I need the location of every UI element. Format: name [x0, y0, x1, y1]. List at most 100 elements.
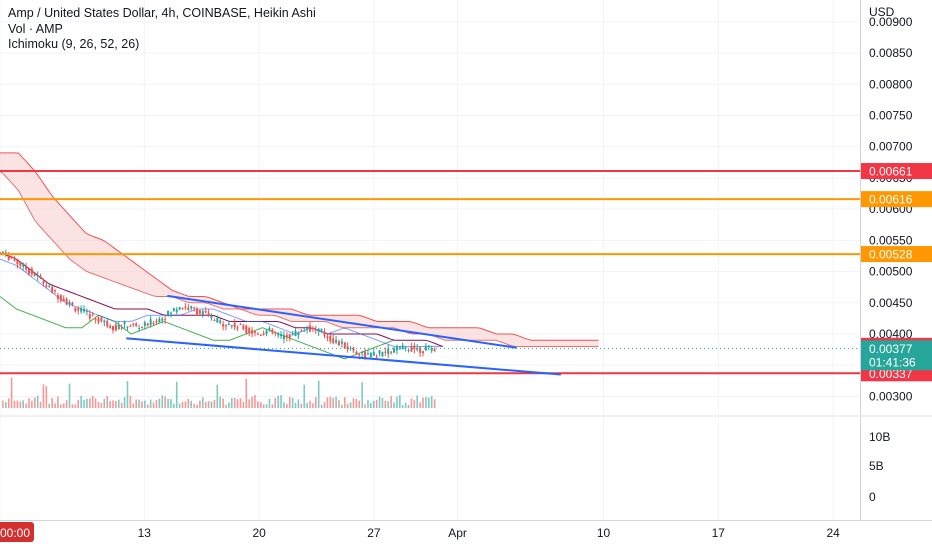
- candle-down: [7, 254, 10, 260]
- candle-down: [187, 307, 190, 311]
- candle-down: [288, 334, 291, 338]
- candle-down: [132, 323, 135, 325]
- volume-bar: [202, 397, 204, 408]
- trendlines: [126, 294, 561, 376]
- volume-bar: [175, 381, 178, 408]
- volume-bar: [326, 397, 329, 408]
- candle-down: [364, 351, 367, 358]
- chart-legend: Amp / United States Dollar, 4h, COINBASE…: [8, 6, 316, 53]
- volume-bar: [28, 398, 30, 408]
- volume-bar: [315, 397, 317, 408]
- candle-up: [381, 352, 384, 357]
- candle-up: [297, 333, 300, 336]
- candle-down: [222, 324, 225, 327]
- volume-bar: [245, 378, 248, 408]
- price-label: 0.00377: [869, 342, 913, 356]
- candle-down: [259, 334, 262, 336]
- volume-bar: [155, 400, 158, 408]
- candle-up: [393, 348, 396, 353]
- candle-up: [201, 311, 204, 315]
- candle-down: [27, 269, 30, 274]
- volume-bar: [254, 395, 256, 408]
- volume-bar: [401, 404, 404, 408]
- volume-bar: [100, 403, 103, 408]
- volume-bar: [335, 396, 337, 408]
- candle-up: [117, 325, 120, 330]
- candle-up: [48, 285, 51, 287]
- candle-down: [213, 320, 216, 322]
- volume-bar: [117, 399, 120, 408]
- volume-bar: [236, 399, 239, 408]
- candle-down: [355, 351, 358, 354]
- candle-up: [424, 346, 427, 351]
- candle-up: [372, 352, 375, 356]
- volume-bar: [2, 400, 4, 408]
- price-tick-label: 0.00550: [869, 233, 913, 247]
- volume-bar: [329, 397, 332, 408]
- volume-bar: [71, 404, 74, 408]
- volume-bar: [126, 381, 129, 408]
- candle-down: [16, 259, 19, 265]
- candle-up: [378, 350, 381, 354]
- volume-bar: [332, 397, 334, 408]
- candle-up: [80, 308, 83, 312]
- candle-down: [39, 276, 42, 279]
- volume-bar: [248, 399, 250, 408]
- volume-bar: [144, 400, 146, 408]
- time-tick-label: 27: [367, 526, 381, 540]
- volume-bar: [54, 403, 56, 408]
- candle-up: [398, 347, 401, 349]
- candle-down: [314, 329, 317, 331]
- candle-down: [323, 331, 326, 336]
- level-label-bg: [861, 246, 932, 263]
- level-label-bg: [861, 191, 932, 208]
- candle-up: [161, 318, 164, 321]
- candle-down: [91, 314, 94, 316]
- candle-down: [100, 317, 103, 321]
- volume-bar: [7, 398, 10, 408]
- candle-down: [236, 327, 239, 329]
- time-tick-label: 20: [252, 526, 266, 540]
- volume-bar: [283, 402, 285, 408]
- volume-bar: [112, 400, 114, 408]
- volume-bar: [312, 403, 314, 408]
- price-label-bg: [861, 340, 932, 371]
- volume-bar: [349, 402, 352, 408]
- volume-bar: [106, 396, 109, 408]
- volume-bar: [384, 400, 387, 408]
- volume-bar: [352, 398, 355, 408]
- candle-up: [85, 310, 88, 312]
- candle-down: [71, 302, 74, 305]
- candle-up: [407, 349, 410, 351]
- candle-up: [320, 329, 323, 331]
- candle-up: [216, 317, 219, 323]
- candle-down: [106, 320, 109, 327]
- candle-up: [123, 322, 126, 325]
- volume-bar: [230, 397, 233, 408]
- volume-bar: [213, 399, 216, 408]
- candle-down: [193, 307, 196, 309]
- volume-bar: [317, 380, 320, 408]
- candle-down: [251, 330, 254, 334]
- candle-up: [126, 326, 129, 328]
- candle-down: [198, 309, 201, 314]
- volume-bar: [277, 395, 279, 408]
- candle-up: [143, 322, 146, 326]
- candle-down: [262, 333, 265, 335]
- candle-down: [10, 256, 13, 259]
- volume-bar: [367, 399, 369, 408]
- volume-bar: [320, 404, 323, 408]
- volume-bar: [138, 399, 140, 408]
- volume-bar: [167, 398, 169, 408]
- volume-bar: [346, 404, 349, 408]
- volume-bar: [410, 398, 413, 408]
- candle-down: [311, 328, 314, 330]
- volume-bar: [274, 397, 277, 408]
- candle-up: [210, 315, 213, 319]
- candle-down: [94, 319, 97, 321]
- candle-up: [280, 334, 283, 337]
- volume-bar: [89, 398, 91, 408]
- volume-bar: [375, 399, 378, 408]
- candle-down: [346, 346, 349, 350]
